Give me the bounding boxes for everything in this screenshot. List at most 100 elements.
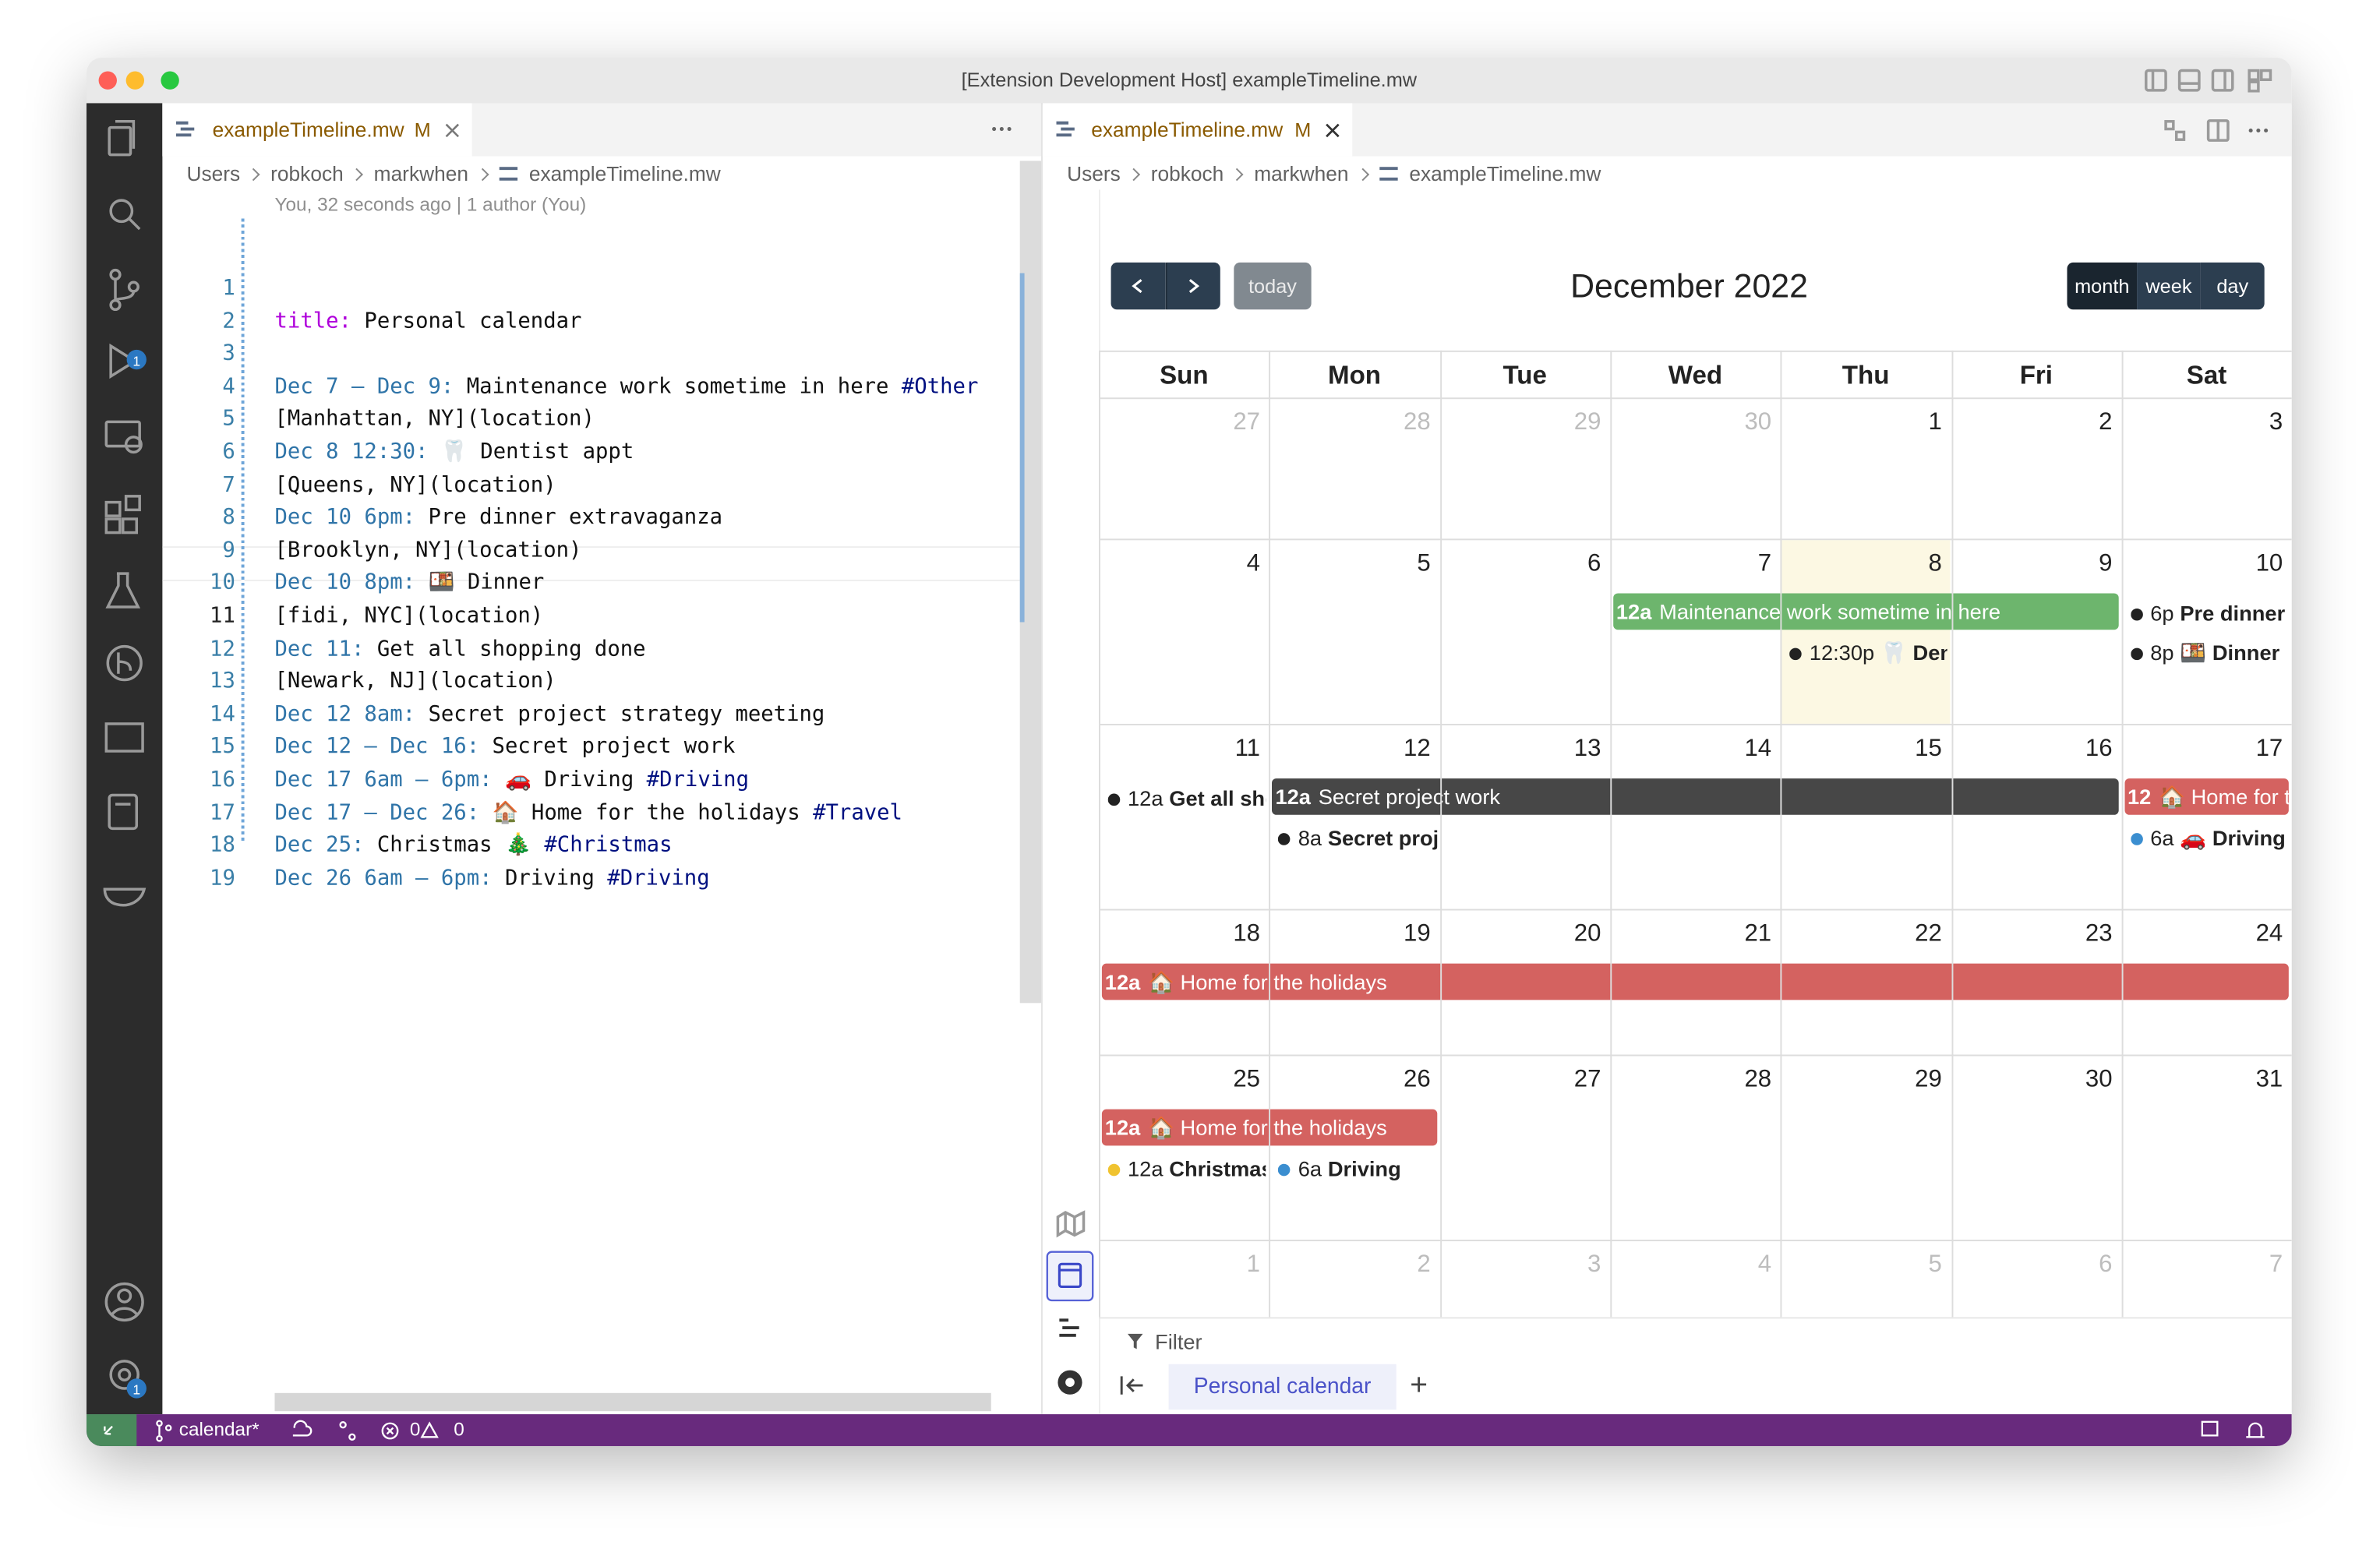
- view-button[interactable]: month: [2067, 262, 2138, 310]
- event-bar[interactable]: 12a Secret project work: [1272, 778, 2119, 815]
- view-icons[interactable]: [1043, 1196, 1099, 1409]
- event-time: 6a: [1298, 1155, 1322, 1181]
- code-token: Dec 25:: [274, 833, 365, 858]
- tab-close[interactable]: [445, 123, 460, 138]
- timeline-tab[interactable]: Personal calendar: [1168, 1364, 1397, 1410]
- event-dot[interactable]: 6a 🚗 Driving: [2130, 821, 2289, 855]
- code-line: Dec 26 6am – 6pm: Driving #Driving: [274, 866, 709, 891]
- next-button[interactable]: [1165, 262, 1220, 310]
- dot: [1278, 833, 1291, 845]
- code-editor: 1 2 title: Personal calendar 3 4 Dec 7 – Dec …: [162, 218, 1019, 890]
- branch[interactable]: calendar*: [178, 1418, 260, 1441]
- badge-count: 1: [132, 1382, 140, 1398]
- event-bar[interactable]: 12 🏠 Home for the holidays: [2124, 778, 2290, 815]
- code-token: #Driving: [646, 767, 749, 792]
- tab-name: exampleTimeline.mw: [212, 118, 404, 142]
- day-number: 27: [1573, 1067, 1601, 1093]
- window-title: [Extension Development Host] exampleTime…: [961, 68, 1418, 91]
- grid-line: [1098, 350, 2292, 352]
- event-dot[interactable]: 12:30p🦷 Dentist appt: [1789, 636, 1948, 669]
- breadcrumb-item: Users: [1067, 162, 1121, 185]
- grid-line: [1098, 723, 2292, 725]
- code-token: Secret project work: [479, 735, 736, 760]
- day-number: 4: [1246, 550, 1261, 577]
- layout-controls[interactable]: [2143, 69, 2279, 93]
- day-number: 28: [1404, 409, 1431, 436]
- remote-indicator[interactable]: [87, 1414, 137, 1446]
- breadcrumb-item: markwhen: [1254, 162, 1349, 185]
- editor-tab[interactable]: exampleTimeline.mw M: [1042, 103, 1353, 157]
- event-time: 8p: [2150, 640, 2174, 665]
- separator: [1098, 1317, 2292, 1319]
- code-line: [Manhattan, NY](location): [274, 408, 594, 432]
- view-button[interactable]: day: [2200, 262, 2265, 310]
- breadcrumb-item: exampleTimeline.mw: [1409, 162, 1601, 185]
- dot: [2130, 833, 2143, 845]
- code-token: 🍱 Dinner: [415, 571, 545, 596]
- tab-name: exampleTimeline.mw: [1091, 118, 1284, 142]
- line-number: 15: [210, 735, 235, 760]
- editor-tab[interactable]: exampleTimeline.mw M: [162, 103, 472, 157]
- tab-status: M: [414, 118, 431, 142]
- code-token: Dec 17 6am – 6pm:: [274, 767, 493, 792]
- day-number: 5: [1417, 550, 1431, 577]
- badge: [126, 1378, 147, 1399]
- day-number: 3: [2269, 409, 2283, 436]
- breadcrumb-item: robkoch: [1150, 162, 1224, 185]
- divider: [1040, 103, 1043, 1415]
- status-right-icons[interactable]: [2196, 1419, 2272, 1443]
- h-scrollbar[interactable]: [274, 1392, 991, 1412]
- weekday-label: Sat: [2186, 361, 2227, 390]
- day-number: 5: [1928, 1251, 1942, 1278]
- event-title: 🏠 Home for the holidays: [2159, 784, 2289, 810]
- today-button[interactable]: today: [1234, 262, 1312, 310]
- minimize-button[interactable]: [125, 71, 145, 90]
- day-number: 20: [1573, 921, 1601, 947]
- code-token: Get all shopping done: [364, 637, 646, 662]
- calendar-title: December 2022: [1570, 266, 1808, 305]
- error-count[interactable]: 0: [409, 1418, 421, 1441]
- collapse-icon[interactable]: [1118, 1374, 1146, 1395]
- line-number: 9: [222, 538, 235, 563]
- event-time: 12a: [1104, 969, 1141, 994]
- dot: [2130, 647, 2143, 661]
- chevron: [1128, 168, 1141, 182]
- event-bar[interactable]: 12a Maintenance work sometime in here: [1612, 593, 2119, 630]
- event-time: 6a: [2150, 825, 2174, 850]
- warning-count[interactable]: 0: [454, 1418, 464, 1441]
- editor-actions[interactable]: [2163, 118, 2284, 143]
- code-token: 🦷 Dentist appt: [428, 439, 634, 464]
- line-number: 2: [222, 309, 235, 333]
- grid-line: [2121, 350, 2124, 1318]
- tab-close[interactable]: [1325, 123, 1340, 138]
- view-button[interactable]: week: [2137, 262, 2201, 310]
- line-number: 16: [210, 767, 235, 792]
- grid-line: [1780, 350, 1782, 1318]
- prev-button[interactable]: [1111, 262, 1166, 310]
- code-token: [Queens, NY](location): [274, 472, 556, 497]
- day-number: 29: [1915, 1067, 1942, 1093]
- zoom-button[interactable]: [161, 71, 179, 90]
- event-dot[interactable]: 6a Driving: [1278, 1152, 1436, 1185]
- day-number: 10: [2255, 550, 2283, 577]
- line-number: 6: [222, 439, 235, 464]
- line-number: 17: [210, 800, 235, 825]
- event-bar[interactable]: 12a 🏠 Home for the holidays: [1101, 963, 2290, 1000]
- grid-line: [1098, 538, 2292, 541]
- line-number: 12: [210, 637, 235, 662]
- code-token: #Christmas: [544, 833, 673, 858]
- weekday-label: Thu: [1841, 361, 1890, 390]
- filter-label[interactable]: Filter: [1155, 1329, 1202, 1354]
- close-button[interactable]: [98, 71, 117, 90]
- line-number: 18: [210, 833, 235, 858]
- event-title: Driving: [1327, 1155, 1401, 1181]
- more-actions[interactable]: [991, 126, 1015, 132]
- event-title: Secret project work: [1318, 784, 1501, 810]
- dot: [2130, 608, 2143, 621]
- event-dot[interactable]: 8p 🍱 Dinner: [2130, 636, 2289, 669]
- add-tab[interactable]: +: [1410, 1368, 1428, 1402]
